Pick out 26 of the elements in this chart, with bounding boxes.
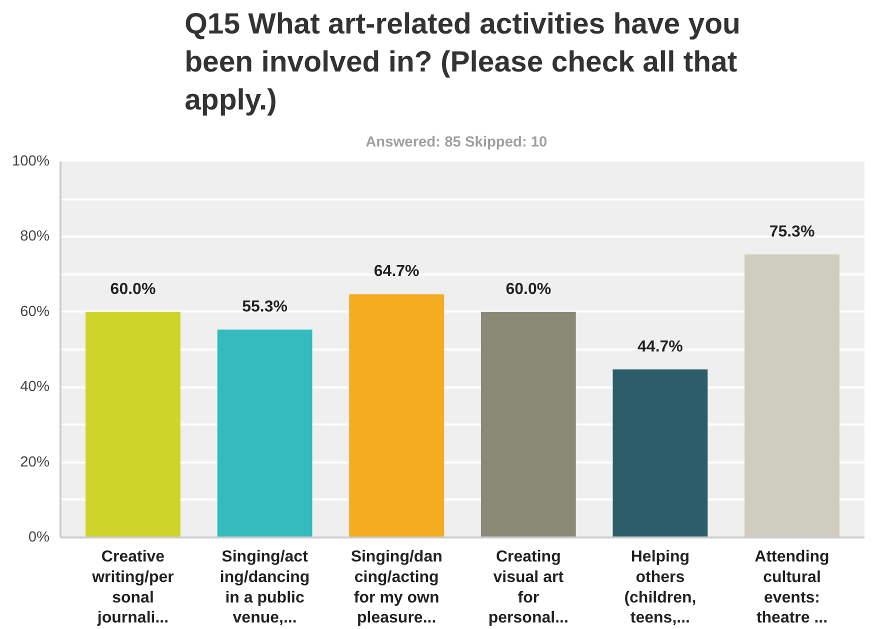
data-label: 44.7% <box>638 338 683 356</box>
bar <box>86 312 180 538</box>
x-tick-label: Attending cultural events: theatre ... <box>754 548 830 627</box>
y-tick-label: 60% <box>20 304 50 320</box>
data-label: 60.0% <box>110 280 156 298</box>
y-tick-label: 0% <box>28 530 50 546</box>
data-label: 55.3% <box>242 298 288 316</box>
bar <box>480 312 576 538</box>
y-tick-label: 80% <box>20 228 50 245</box>
x-tick-label: Creative writing/per sonal journali... <box>91 548 174 627</box>
x-tick-label: Singing/dan cing/acting for my own pleasure... <box>350 548 442 627</box>
chart-subtitle: Answered: 85 Skipped: 10 <box>366 134 548 150</box>
bar <box>744 254 840 538</box>
x-tick-label: Singing/act ing/dancing in a public venue,... <box>220 548 310 627</box>
data-label: 75.3% <box>769 223 815 240</box>
y-tick-label: 20% <box>20 454 50 470</box>
y-tick-label: 100% <box>12 154 50 170</box>
x-tick-label: Creating visual art for personal... <box>488 548 568 627</box>
data-label: 64.7% <box>374 263 420 280</box>
bar <box>217 330 312 538</box>
y-tick-label: 40% <box>20 379 50 396</box>
x-tick-label: Helping others (children, teens,... <box>624 548 696 627</box>
bar <box>612 369 708 538</box>
data-label: 60.0% <box>506 280 552 298</box>
bar <box>349 294 444 538</box>
chart-title: Q15 What art-related activities have you been involved in? (Please check all that apply.) <box>184 8 740 116</box>
